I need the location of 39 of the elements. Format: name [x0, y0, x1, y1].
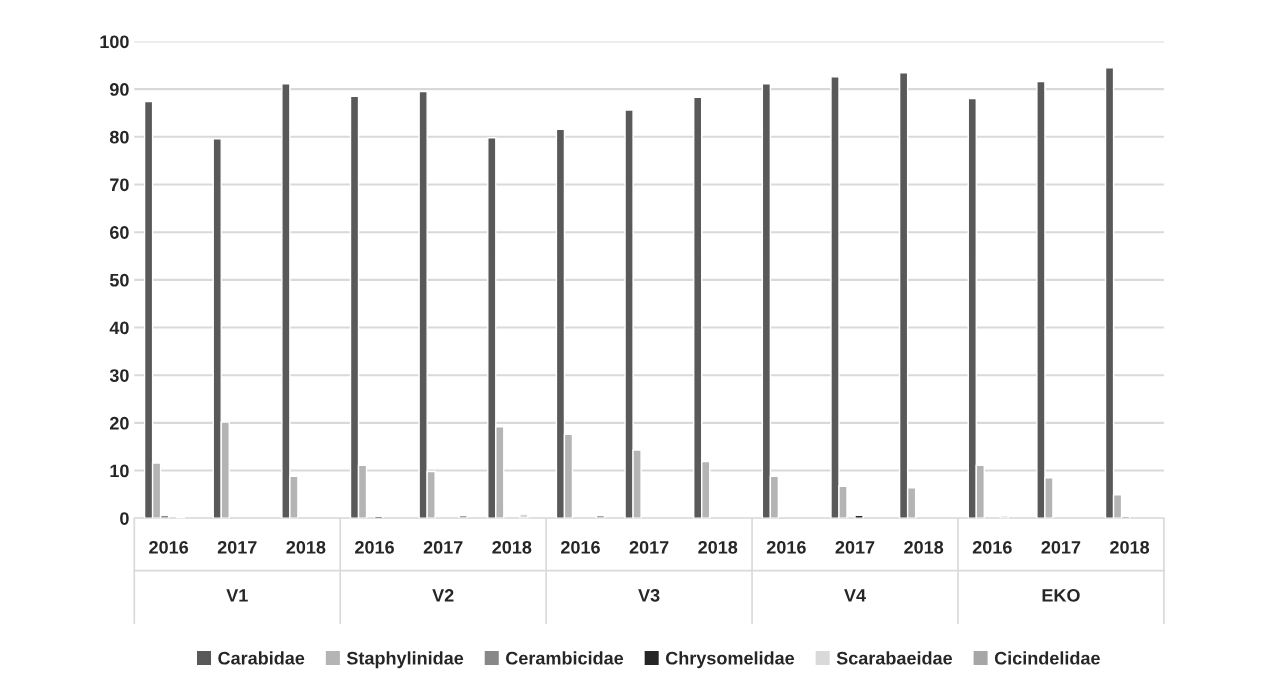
- x-tick-label: 2016: [766, 540, 806, 554]
- bar: [458, 514, 468, 519]
- y-tick-label: 80: [109, 130, 129, 144]
- x-tick-label: 2017: [217, 540, 257, 554]
- x-tick-label: 2016: [355, 540, 394, 554]
- legend-label: Scarabaeidae: [836, 651, 953, 665]
- x-tick-label: 2018: [1110, 540, 1150, 554]
- legend-label: Cerambicidae: [506, 651, 624, 665]
- x-tick-label: 2018: [286, 540, 326, 554]
- text: EKO: [1042, 588, 1080, 602]
- y-tick-label: 60: [110, 226, 129, 239]
- y-tick-label: 40: [109, 321, 129, 335]
- y-tick-label: 20: [109, 416, 129, 430]
- y-tick-label: 30: [109, 369, 129, 382]
- y-tick-label: 100: [100, 35, 129, 49]
- x-tick-label: 2017: [629, 540, 669, 554]
- x-tick-label: 2016: [972, 540, 1012, 554]
- bar: [854, 514, 864, 519]
- legend-label: Cicindelidae: [994, 651, 1100, 665]
- y-tick-label: 0: [120, 512, 129, 525]
- x-tick-label: 2018: [492, 540, 532, 554]
- y-tick-label: 90: [109, 83, 129, 96]
- x-tick-label: 2016: [149, 540, 189, 554]
- legend-label: Chrysomelidae: [665, 651, 795, 669]
- text: V4: [844, 589, 866, 602]
- y-tick-label: 10: [110, 464, 129, 478]
- x-tick-label: 2018: [904, 540, 944, 554]
- x-tick-label: 2017: [835, 540, 875, 554]
- x-tick-label: 2018: [698, 540, 738, 554]
- legend-label: Carabidae: [218, 651, 305, 665]
- x-tick-label: 2016: [561, 540, 600, 554]
- text: V1: [226, 589, 248, 602]
- text: V2: [432, 588, 454, 602]
- y-tick-label: 50: [109, 273, 129, 287]
- y-tick-label: 70: [110, 178, 129, 192]
- x-tick-label: 2017: [1041, 540, 1081, 554]
- legend-label: Staphylinidae: [346, 651, 464, 669]
- text: V3: [638, 588, 660, 602]
- x-tick-label: 2017: [423, 540, 463, 554]
